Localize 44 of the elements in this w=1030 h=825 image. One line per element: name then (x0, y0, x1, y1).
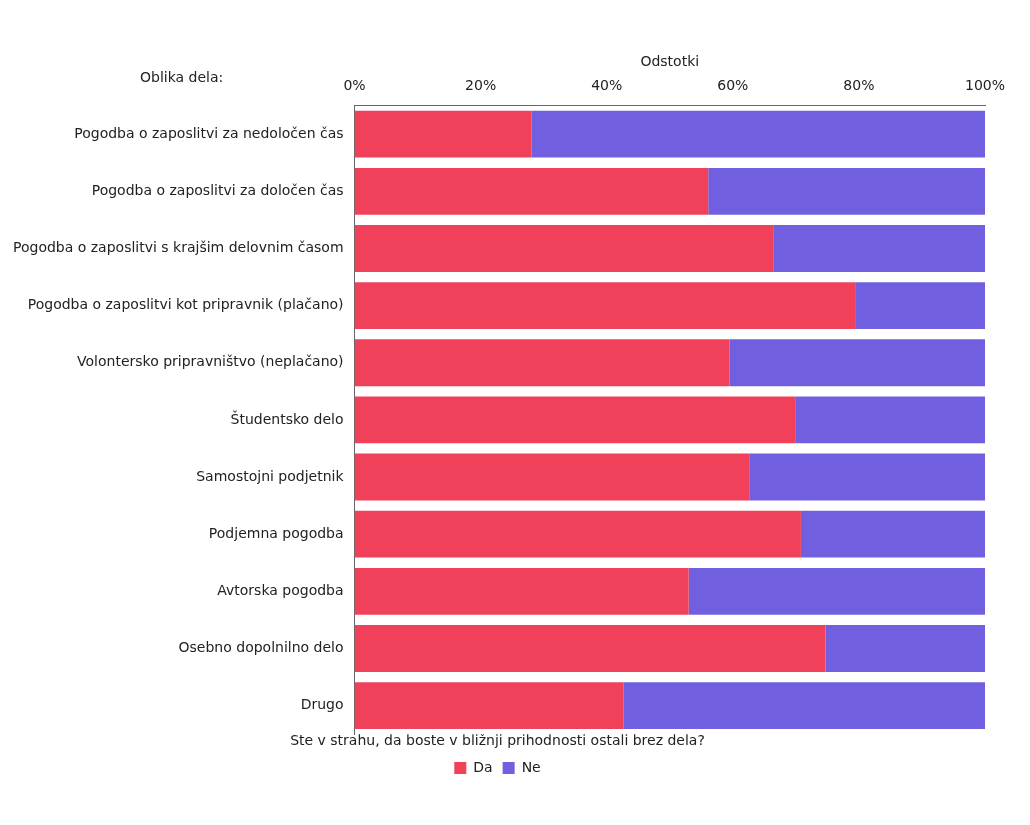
y-tick-label: Osebno dopolnilno delo (178, 639, 344, 656)
legend-label: Ne (521, 758, 541, 775)
bar (354, 510, 801, 558)
x-tick-label: 60% (717, 76, 749, 93)
bar (354, 567, 689, 615)
y-tick-label: Pogodba o zaposlitvi za nedoločen čas (74, 124, 344, 141)
bar (800, 510, 985, 558)
y-tick-label: Pogodba o zaposlitvi s krajšim delovnim časom (13, 239, 344, 256)
y-tick-label: Volontersko pripravništvo (neplačano) (77, 353, 344, 370)
bar (354, 225, 774, 272)
y-tick-label: Pogodba o zaposlitvi za določen čas (91, 181, 344, 198)
bar (708, 167, 985, 215)
bar (354, 167, 709, 215)
bar (354, 110, 532, 158)
bar (825, 625, 985, 672)
y-axis-title: Oblika dela: (140, 68, 224, 85)
bar (623, 682, 985, 730)
x-tick-label: 80% (843, 76, 875, 93)
bar (749, 453, 985, 501)
legend-title: Ste v strahu, da boste v bližnji prihodnosti ostali brez dela? (290, 731, 705, 748)
bar (354, 625, 826, 672)
x-tick-label: 0% (343, 76, 366, 93)
bar (773, 225, 985, 272)
bar (531, 110, 985, 158)
y-tick-label: Študentsko delo (230, 409, 344, 427)
bar (855, 282, 985, 330)
bar (729, 339, 985, 387)
x-tick-label: 40% (591, 76, 623, 93)
y-tick-label: Podjemna pogodba (208, 524, 344, 541)
x-tick-label: 20% (465, 76, 497, 93)
bar (795, 396, 985, 444)
bar (354, 339, 730, 387)
y-tick-label: Drugo (300, 696, 344, 713)
x-axis-title: Odstotki (640, 53, 700, 70)
bar (354, 453, 750, 501)
x-tick-label: 100% (964, 76, 1006, 93)
bar (354, 396, 796, 444)
y-tick-label: Avtorska pogodba (217, 581, 344, 598)
y-tick-label: Pogodba o zaposlitvi kot pripravnik (plačano) (27, 296, 344, 313)
bar (354, 682, 624, 730)
bar (354, 282, 856, 330)
legend-label: Da (473, 758, 493, 775)
y-tick-label: Samostojni podjetnik (196, 467, 345, 484)
bar (688, 567, 985, 615)
